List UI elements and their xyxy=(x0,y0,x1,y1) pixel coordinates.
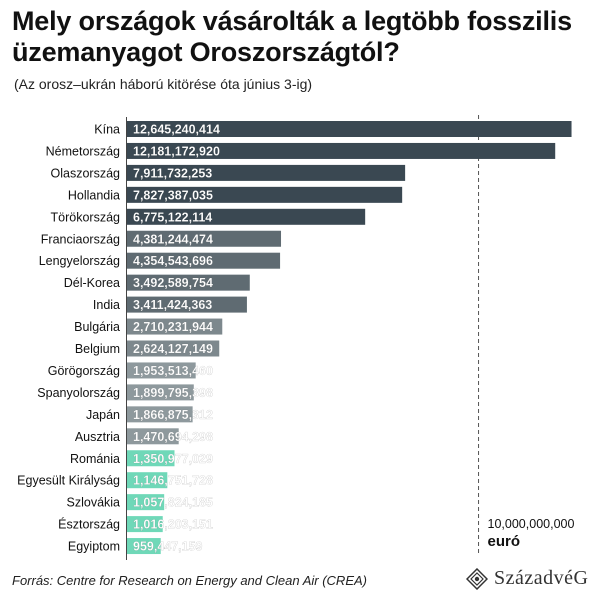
unit-label: euró xyxy=(488,533,521,550)
bar xyxy=(127,274,250,291)
chart-subtitle: (Az orosz–ukrán háború kitörése óta júni… xyxy=(14,76,313,92)
value-label: 12,181,172,920 xyxy=(133,144,220,158)
value-label: 4,381,244,474 xyxy=(133,232,213,246)
value-label: 4,354,543,696 xyxy=(133,254,213,268)
category-label: Ausztria xyxy=(75,430,120,444)
category-label: Törökország xyxy=(51,210,121,224)
bar xyxy=(127,428,179,445)
category-label: Olaszország xyxy=(51,166,121,180)
value-label: 1,866,875,312 xyxy=(133,408,213,422)
logo-text: SzázadvéG xyxy=(494,567,589,589)
category-label: Szlovákia xyxy=(67,496,121,510)
bar-chart: Kína 12,645,240,414 Németország 12,181,172,… xyxy=(17,115,575,560)
category-label: Hollandia xyxy=(68,188,120,202)
bar xyxy=(127,121,572,137)
value-label: 1,899,795,398 xyxy=(133,386,213,400)
category-label: Bulgária xyxy=(74,320,120,334)
bar xyxy=(127,538,161,555)
value-label: 3,411,424,363 xyxy=(133,298,212,312)
bar xyxy=(127,472,168,489)
bar xyxy=(127,340,220,357)
category-label: Kína xyxy=(94,123,120,137)
bar xyxy=(127,142,556,159)
value-label: 6,775,122,114 xyxy=(133,210,212,224)
category-label: Lengyelország xyxy=(39,254,120,268)
category-label: Belgium xyxy=(75,342,120,356)
value-label: 7,911,732,253 xyxy=(133,166,212,180)
bar xyxy=(127,208,366,225)
source-note: Forrás: Centre for Research on Energy an… xyxy=(12,573,367,588)
category-label: Románia xyxy=(70,452,120,466)
category-label: Németország xyxy=(46,144,120,158)
value-label: 7,827,387,035 xyxy=(133,188,213,202)
category-label: Észtország xyxy=(58,517,120,532)
bar xyxy=(127,252,281,269)
bar xyxy=(127,318,223,335)
reference-line-label: 10,000,000,000 xyxy=(488,517,575,531)
value-label: 1,146,751,728 xyxy=(133,474,213,488)
category-label: Egyiptom xyxy=(68,540,120,554)
logo-diamond-icon xyxy=(466,567,488,590)
bar xyxy=(127,362,196,379)
value-label: 1,953,513,460 xyxy=(133,364,213,378)
category-label: Japán xyxy=(86,408,120,422)
category-label: Egyesült Királyság xyxy=(17,474,120,488)
chart-title: Mely országok vásárolták a legtöbb fossz… xyxy=(12,6,572,67)
value-label: 2,710,231,944 xyxy=(133,320,213,334)
category-label: India xyxy=(93,298,120,312)
category-label: Spanyolország xyxy=(37,386,120,400)
bar xyxy=(127,164,406,181)
bar xyxy=(127,230,282,247)
value-label: 959,447,159 xyxy=(133,540,203,554)
bar xyxy=(127,384,194,401)
bar xyxy=(127,516,163,533)
value-label: 1,016,203,151 xyxy=(133,518,213,532)
bar xyxy=(127,450,175,467)
bar xyxy=(127,186,403,203)
bar xyxy=(127,406,193,423)
value-label: 1,470,694,298 xyxy=(133,430,213,444)
category-label: Görögország xyxy=(48,364,120,378)
bar xyxy=(127,494,165,511)
value-label: 1,057,824,185 xyxy=(133,496,213,510)
category-label: Dél-Korea xyxy=(64,276,120,290)
value-label: 12,645,240,414 xyxy=(133,123,220,137)
value-label: 2,624,127,149 xyxy=(133,342,213,356)
value-label: 3,492,589,754 xyxy=(133,276,213,290)
value-label: 1,350,977,029 xyxy=(133,452,213,466)
category-label: Franciaország xyxy=(41,232,120,246)
bar xyxy=(127,296,247,313)
publisher-logo: SzázadvéG xyxy=(466,567,588,590)
